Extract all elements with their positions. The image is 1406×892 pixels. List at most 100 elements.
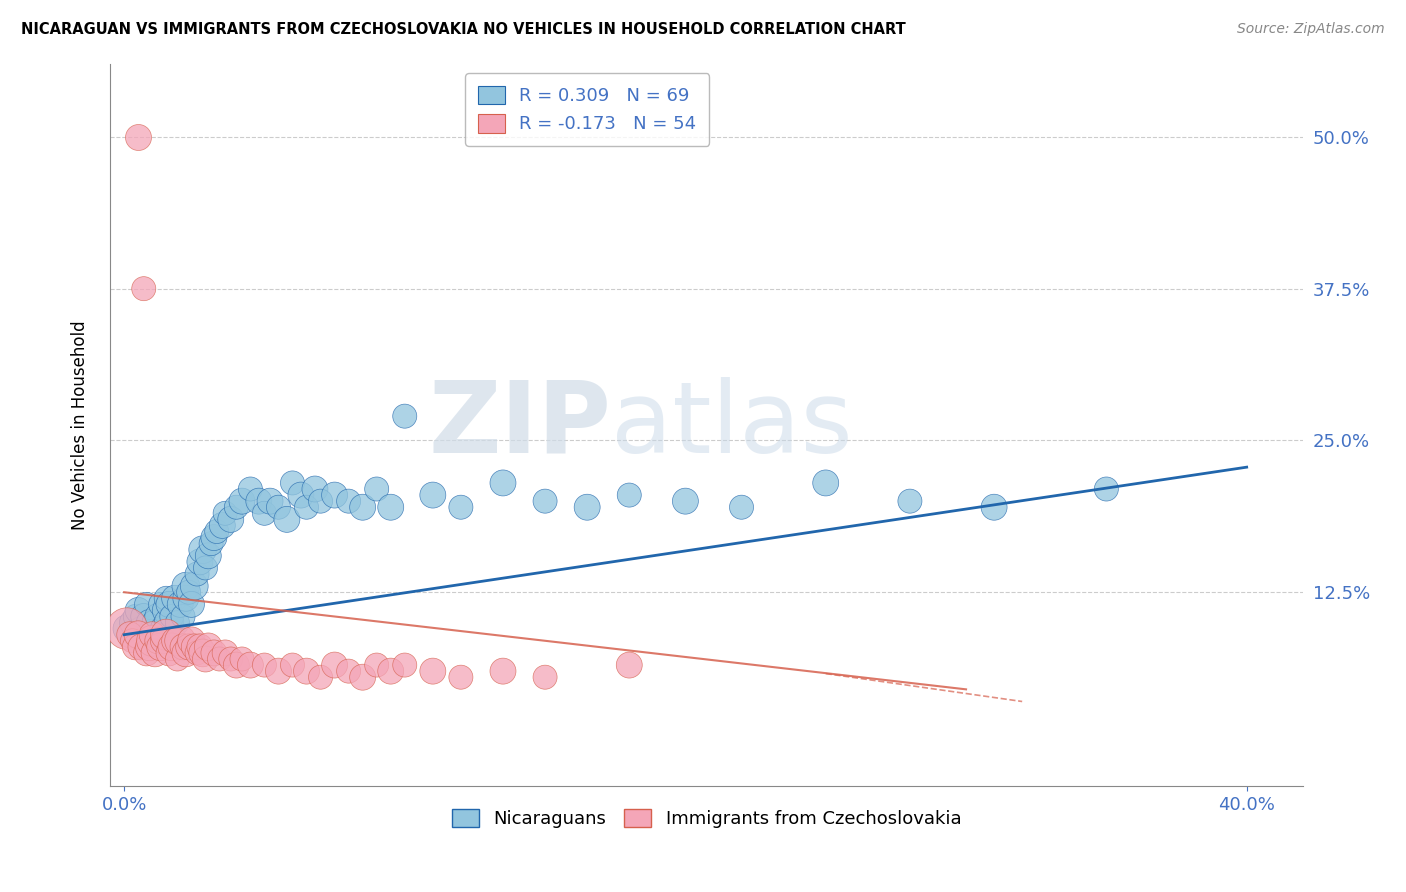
Point xyxy=(259,494,281,508)
Point xyxy=(239,658,262,673)
Point xyxy=(267,664,290,678)
Point xyxy=(281,658,304,673)
Point xyxy=(127,603,149,617)
Point xyxy=(231,652,253,666)
Point xyxy=(180,633,202,648)
Point xyxy=(127,129,149,144)
Point xyxy=(152,622,174,636)
Point xyxy=(225,500,247,515)
Point xyxy=(186,567,208,582)
Point xyxy=(188,640,211,654)
Legend: Nicaraguans, Immigrants from Czechoslovakia: Nicaraguans, Immigrants from Czechoslova… xyxy=(444,801,969,835)
Point xyxy=(118,628,141,642)
Point xyxy=(157,615,180,630)
Point xyxy=(174,579,197,593)
Point xyxy=(304,482,326,496)
Point xyxy=(191,542,214,557)
Point xyxy=(188,555,211,569)
Point xyxy=(174,646,197,660)
Point xyxy=(172,609,194,624)
Point xyxy=(169,598,191,612)
Point xyxy=(177,585,200,599)
Point xyxy=(323,488,346,502)
Point xyxy=(143,646,166,660)
Point xyxy=(534,494,557,508)
Point xyxy=(163,633,186,648)
Point xyxy=(127,628,149,642)
Point xyxy=(138,615,160,630)
Point xyxy=(450,670,472,684)
Point xyxy=(141,633,163,648)
Point xyxy=(166,615,188,630)
Point xyxy=(323,658,346,673)
Point xyxy=(197,640,219,654)
Point xyxy=(124,640,146,654)
Point xyxy=(352,670,374,684)
Point xyxy=(619,658,641,673)
Point xyxy=(141,628,163,642)
Point xyxy=(135,598,157,612)
Point xyxy=(149,598,172,612)
Point xyxy=(366,658,388,673)
Point xyxy=(492,475,515,490)
Point xyxy=(155,591,177,606)
Point xyxy=(281,475,304,490)
Point xyxy=(183,640,205,654)
Point xyxy=(143,615,166,630)
Point xyxy=(576,500,599,515)
Point xyxy=(157,598,180,612)
Point xyxy=(174,591,197,606)
Point xyxy=(309,670,332,684)
Point xyxy=(225,658,247,673)
Point xyxy=(211,518,233,533)
Point xyxy=(267,500,290,515)
Point xyxy=(132,282,155,296)
Point xyxy=(276,512,298,526)
Point xyxy=(898,494,921,508)
Point xyxy=(132,609,155,624)
Point xyxy=(121,615,143,630)
Point xyxy=(730,500,752,515)
Point xyxy=(115,622,138,636)
Point xyxy=(247,494,270,508)
Point xyxy=(163,591,186,606)
Point xyxy=(138,640,160,654)
Point xyxy=(366,482,388,496)
Point xyxy=(380,500,402,515)
Point xyxy=(200,536,222,550)
Point xyxy=(115,622,138,636)
Point xyxy=(214,646,236,660)
Point xyxy=(422,488,444,502)
Point xyxy=(194,652,217,666)
Point xyxy=(309,494,332,508)
Point xyxy=(160,640,183,654)
Point xyxy=(172,640,194,654)
Point xyxy=(129,640,152,654)
Point xyxy=(814,475,837,490)
Point xyxy=(422,664,444,678)
Point xyxy=(450,500,472,515)
Text: ZIP: ZIP xyxy=(429,376,612,474)
Point xyxy=(202,646,225,660)
Point xyxy=(146,609,169,624)
Point xyxy=(219,512,242,526)
Point xyxy=(239,482,262,496)
Point xyxy=(231,494,253,508)
Point xyxy=(194,561,217,575)
Point xyxy=(352,500,374,515)
Point xyxy=(197,549,219,563)
Point xyxy=(129,622,152,636)
Point xyxy=(177,640,200,654)
Point xyxy=(202,531,225,545)
Point xyxy=(290,488,312,502)
Point xyxy=(337,494,360,508)
Point xyxy=(295,664,318,678)
Point xyxy=(141,628,163,642)
Point xyxy=(219,652,242,666)
Point xyxy=(492,664,515,678)
Point xyxy=(380,664,402,678)
Point xyxy=(166,652,188,666)
Point xyxy=(253,506,276,520)
Point xyxy=(295,500,318,515)
Point xyxy=(155,628,177,642)
